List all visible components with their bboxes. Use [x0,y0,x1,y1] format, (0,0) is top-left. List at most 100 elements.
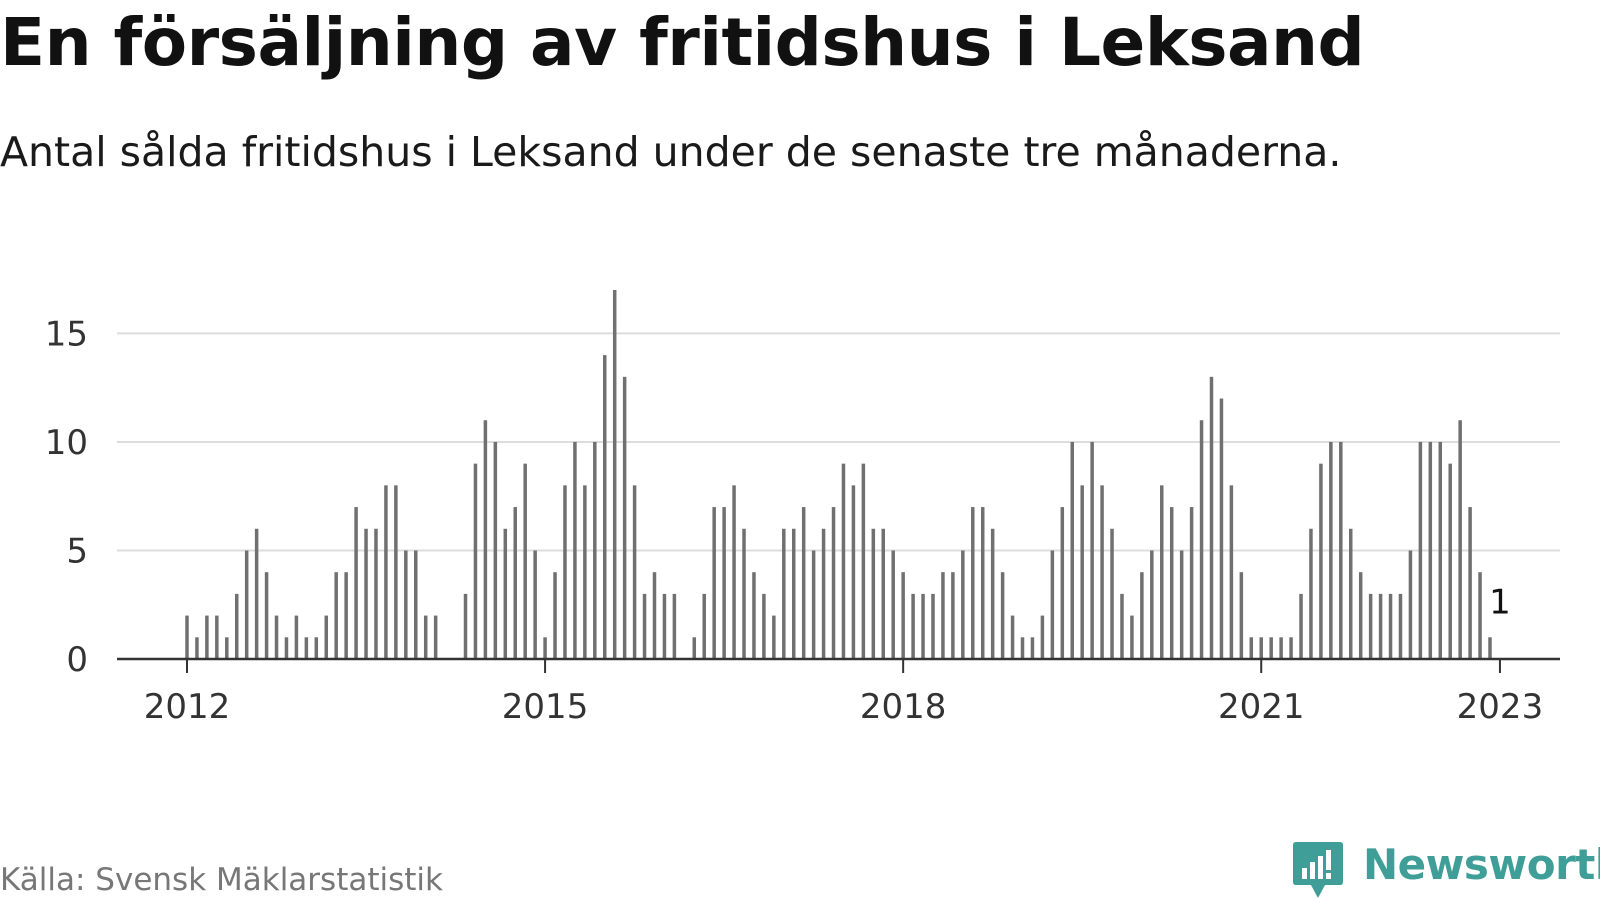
bar [384,485,388,659]
y-tick-label: 0 [66,640,88,680]
bar [593,441,597,659]
bar [244,550,249,659]
bar [1000,572,1005,659]
bar [990,528,995,659]
bar [394,485,398,659]
bar [1120,593,1124,659]
bar [921,593,925,659]
bar [483,420,488,659]
bar [1050,550,1055,659]
x-tick-label: 2012 [144,687,231,727]
bar [1488,637,1492,659]
bar [1219,398,1224,659]
bar [1428,441,1433,659]
brand: Newsworthy [1293,840,1600,902]
bar [185,615,189,659]
bar [831,507,836,659]
bar [543,637,547,659]
bar [1140,572,1144,659]
bar [821,528,826,659]
bar [254,528,259,659]
bar [1448,463,1452,659]
bar [274,615,279,659]
x-tick-label: 2023 [1457,687,1544,727]
bar [1020,637,1025,659]
bar [553,572,557,659]
bar [1378,593,1383,659]
bar [1040,615,1045,659]
bar [1259,637,1263,659]
bar [811,550,816,659]
bar [1269,637,1273,659]
bar [861,463,866,659]
bar [533,550,537,659]
bar [702,593,706,659]
bar [851,485,856,659]
bar [205,615,209,659]
bar [503,528,508,659]
x-tick-label: 2015 [502,687,589,727]
bar [1478,572,1482,659]
bar [225,637,229,659]
bar [971,507,975,659]
bar [414,550,418,659]
bar [742,528,746,659]
bar [712,507,716,659]
bar [1030,637,1035,659]
bar [234,593,239,659]
bar [782,528,786,659]
bar [841,463,846,659]
bar [1130,615,1134,659]
bar [1189,507,1194,659]
bar [1160,485,1164,659]
bar [891,550,895,659]
bar [1060,507,1065,659]
x-tick-label: 2021 [1218,687,1305,727]
bar [1319,463,1323,659]
bar [1080,485,1084,659]
bar [1348,528,1353,659]
bar [215,615,219,659]
bar [1110,528,1114,659]
bar [1289,637,1293,659]
bar [881,528,886,659]
bar [314,637,319,659]
bar [871,528,876,659]
bar [1169,507,1174,659]
chart-speech-bubble-icon [1293,842,1343,898]
bar [264,572,269,659]
bar [692,637,697,659]
bar [1458,420,1462,659]
bar [1299,593,1303,659]
bar [772,615,776,659]
chart-subtitle: Antal sålda fritidshus i Leksand under d… [0,128,1342,176]
bar [1090,441,1094,659]
bar [493,441,498,659]
bar [1309,528,1313,659]
bar [473,463,478,659]
chart-title: En försäljning av fritidshus i Leksand [0,4,1365,81]
bar [583,485,587,659]
bar [801,507,806,659]
bar [433,615,438,659]
bar [463,593,468,659]
bar [1239,572,1244,659]
bar [344,572,348,659]
bar [931,593,935,659]
bar [1468,507,1472,659]
bar [513,507,517,659]
source-note: Källa: Svensk Mäklarstatistik [0,862,443,898]
bar [1070,441,1074,659]
bar [334,572,338,659]
bar [1339,441,1343,659]
bar [1229,485,1234,659]
bar [1408,550,1413,659]
x-tick-label: 2018 [860,687,947,727]
bar [304,637,309,659]
bar [354,507,358,659]
bar [1279,637,1283,659]
bar [1368,593,1373,659]
bar [1100,485,1104,659]
data-label: 1 [1489,582,1511,622]
